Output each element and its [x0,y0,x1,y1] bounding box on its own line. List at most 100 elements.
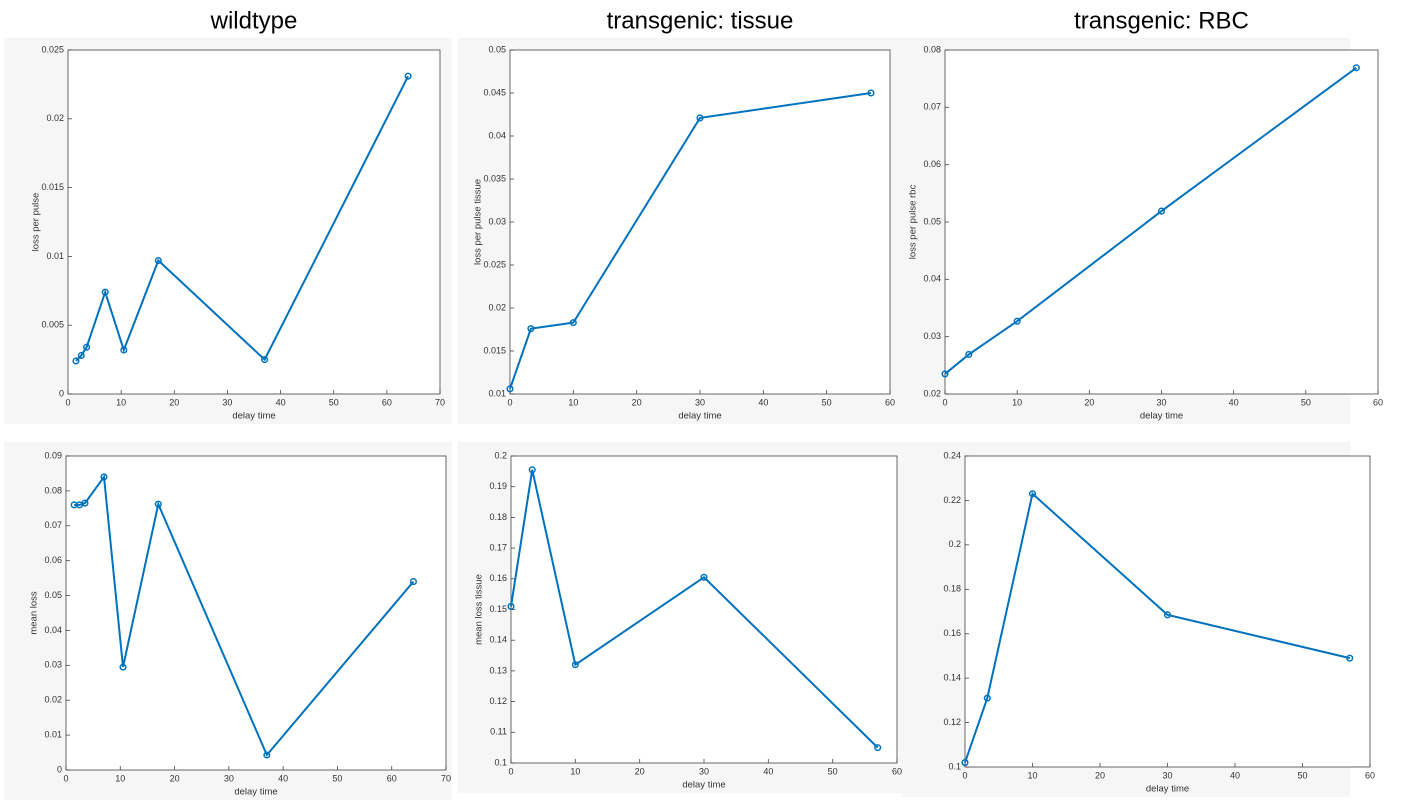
y-tick-label: 0.17 [489,542,507,552]
y-tick-label: 0.07 [923,102,941,112]
x-tick-label: 50 [1297,770,1307,780]
data-point [1346,654,1354,662]
data-point [983,694,991,702]
x-tick-label: 30 [222,397,232,407]
data-point [154,256,162,265]
y-tick-label: 0.16 [489,573,507,583]
y-tick-label: 0.14 [489,635,507,645]
y-tick-label: 0.05 [44,590,62,600]
y-tick-label: 0.06 [44,555,62,565]
chart-title: transgenic: RBC [1074,7,1249,34]
y-tick-label: 0.01 [488,388,506,398]
y-axis-label: mean loss [29,591,40,635]
x-tick-label: 10 [116,397,126,407]
x-tick-label: 60 [1373,397,1383,407]
x-axis-label: delay time [232,411,275,422]
y-tick-label: 0.03 [923,331,941,341]
y-tick-label: 0.2 [494,450,507,460]
data-point [261,356,269,364]
data-point [506,385,514,393]
x-tick-label: 60 [892,766,902,776]
y-tick-label: 0.035 [483,173,506,183]
y-axis-label: loss per pulse [31,193,42,252]
x-tick-label: 10 [568,397,578,407]
x-tick-label: 20 [632,397,642,407]
data-point [527,325,535,333]
y-tick-label: 0.01 [44,729,62,739]
chart-title: transgenic: tissue [607,7,794,34]
x-tick-label: 60 [382,397,392,407]
x-tick-label: 0 [962,770,967,780]
y-tick-label: 0.06 [923,159,941,169]
x-tick-label: 50 [1301,397,1311,407]
x-tick-label: 40 [763,766,773,776]
y-axis-label: mean loss tissue [474,574,485,645]
data-point [965,350,973,358]
x-tick-label: 20 [1084,397,1094,407]
x-tick-label: 50 [822,397,832,407]
data-point [696,114,704,122]
plot-area [509,49,891,395]
y-tick-label: 0.11 [490,727,507,737]
y-tick-label: 0.025 [41,44,64,54]
y-tick-label: 0.08 [44,485,62,495]
x-axis-label: delay time [678,411,721,422]
x-tick-label: 20 [169,397,179,407]
x-tick-label: 30 [1156,397,1166,407]
x-tick-label: 10 [1012,397,1022,407]
y-axis-label: loss per pulse rbc [908,185,919,260]
y-tick-label: 0.08 [923,44,941,54]
x-tick-label: 0 [942,397,947,407]
x-tick-label: 40 [278,773,288,783]
data-line [509,92,872,390]
data-point [1013,317,1021,325]
y-axis-label: loss per pulse tissue [473,179,484,265]
data-point [154,500,162,508]
data-point [72,357,80,365]
y-tick-label: 0.005 [41,320,64,330]
x-tick-label: 60 [387,773,397,783]
data-point [1028,490,1037,498]
x-tick-label: 40 [1229,397,1239,407]
x-tick-label: 40 [276,397,286,407]
x-tick-label: 0 [508,766,513,776]
x-axis-label: delay time [1140,411,1183,422]
y-tick-label: 0.02 [488,302,506,312]
x-tick-label: 30 [1162,770,1172,780]
data-point [101,288,109,296]
y-tick-label: 0.05 [923,216,941,226]
x-tick-label: 30 [695,397,705,407]
y-tick-label: 0.02 [46,113,64,123]
y-tick-label: 0.04 [488,130,506,140]
data-point [1163,611,1172,619]
x-tick-label: 10 [1027,770,1037,780]
x-axis-label: delay time [1146,784,1189,795]
plot-area [67,49,441,395]
data-point [119,663,127,671]
data-point [700,573,708,581]
y-tick-label: 0 [57,764,62,774]
y-tick-label: 0.025 [483,259,506,269]
data-point [1157,207,1166,215]
y-tick-label: 0.02 [44,695,62,705]
x-tick-label: 10 [570,766,580,776]
x-tick-label: 30 [224,773,234,783]
plot-area [65,455,447,771]
data-point [404,72,412,80]
x-tick-label: 20 [635,766,645,776]
y-tick-label: 0.12 [943,717,961,727]
x-tick-label: 60 [885,397,895,407]
y-tick-label: 0.19 [489,481,507,491]
data-point [507,602,515,610]
data-point [569,319,577,327]
x-tick-label: 60 [1365,770,1375,780]
data-line [964,491,1350,763]
data-line [510,469,879,749]
x-axis-label: delay time [234,787,277,798]
y-tick-label: 0.1 [948,761,961,771]
x-tick-label: 0 [65,397,70,407]
x-tick-label: 70 [435,397,445,407]
y-tick-label: 0.18 [943,584,961,594]
x-tick-label: 30 [699,766,709,776]
